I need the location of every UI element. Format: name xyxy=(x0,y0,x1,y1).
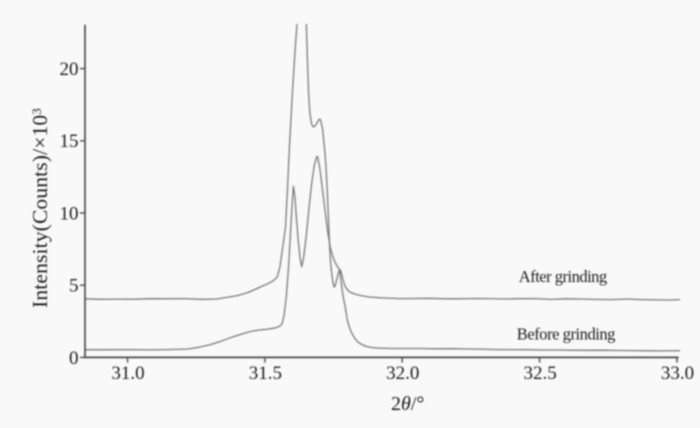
svg-text:32.5: 32.5 xyxy=(523,363,556,384)
svg-text:Intensity(Counts)/×103: Intensity(Counts)/×103 xyxy=(28,108,52,308)
svg-text:Before grinding: Before grinding xyxy=(517,325,615,344)
svg-text:31.0: 31.0 xyxy=(111,363,144,384)
svg-text:20: 20 xyxy=(60,59,79,80)
svg-text:0: 0 xyxy=(69,348,79,369)
svg-text:32.0: 32.0 xyxy=(386,363,419,384)
svg-text:31.5: 31.5 xyxy=(249,363,282,384)
svg-text:5: 5 xyxy=(69,276,79,297)
svg-text:2θ/°: 2θ/° xyxy=(391,393,424,415)
svg-text:10: 10 xyxy=(60,203,79,224)
svg-text:After grinding: After grinding xyxy=(519,267,607,286)
svg-text:33.0: 33.0 xyxy=(661,363,694,384)
svg-text:15: 15 xyxy=(60,131,79,152)
